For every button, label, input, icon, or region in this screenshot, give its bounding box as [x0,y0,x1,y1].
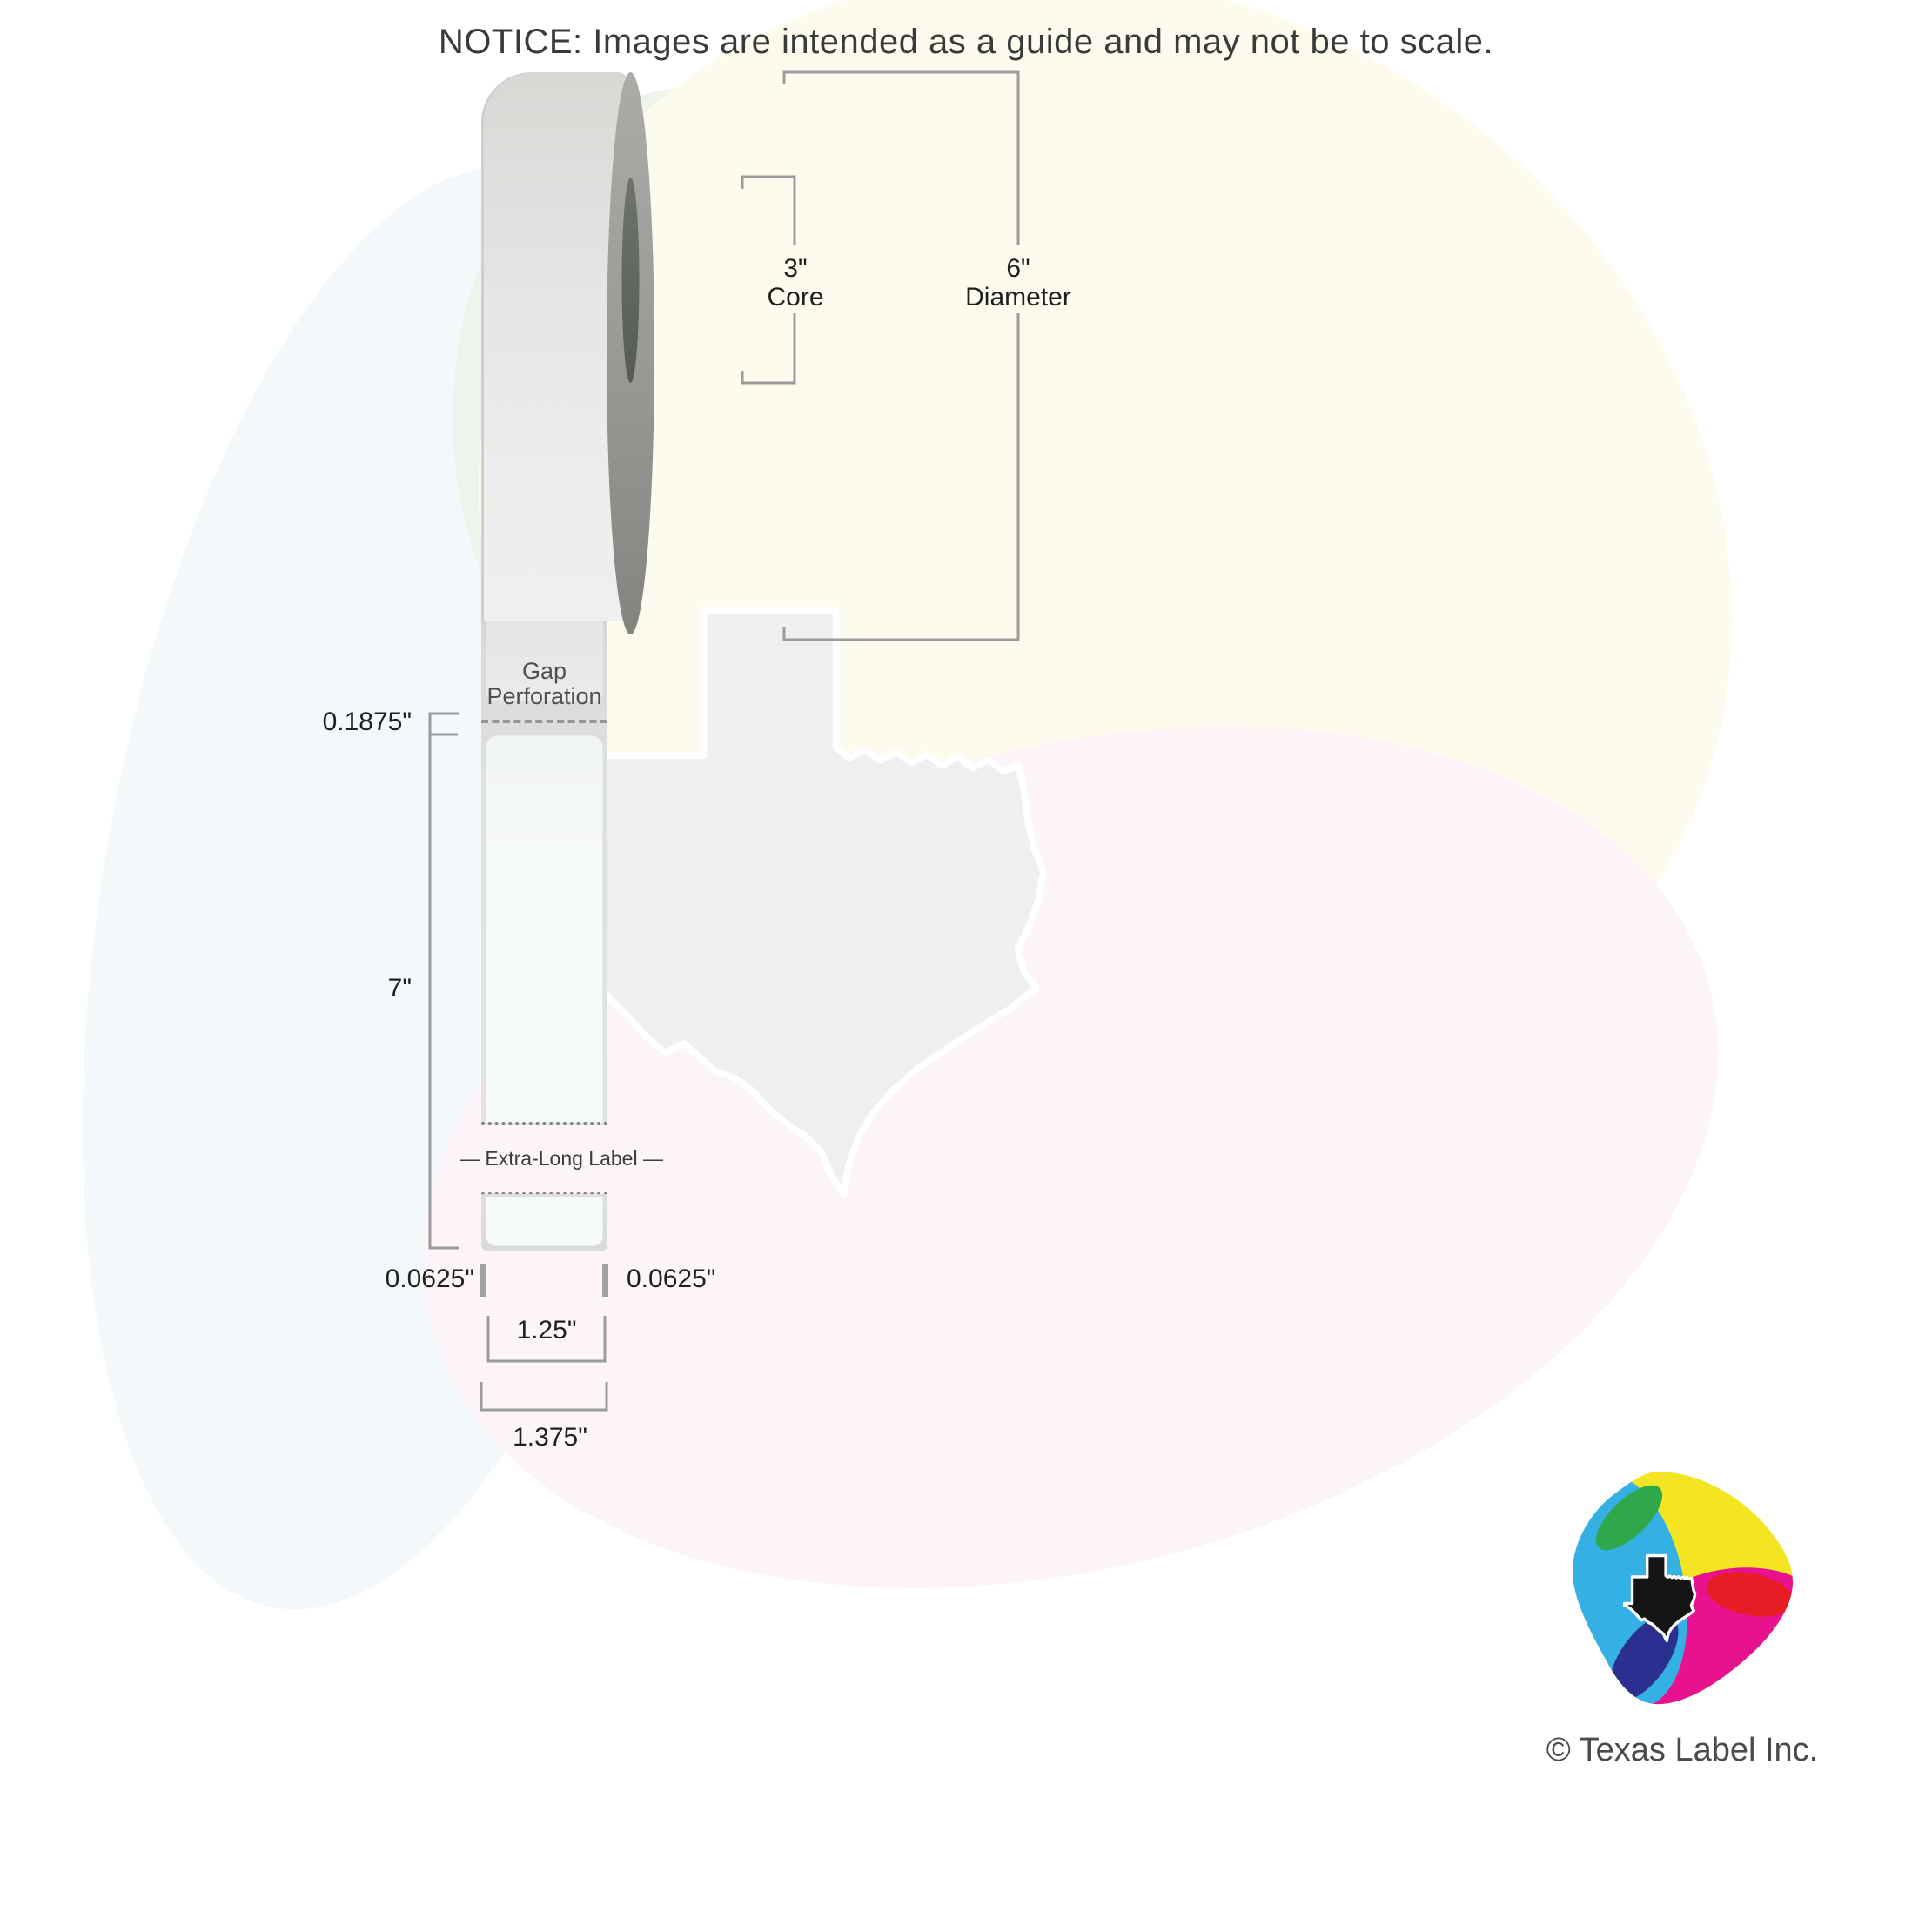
gap-perforation-label: Gap Perforation [481,659,607,709]
left-margin-dimension: 0.0625" [385,1265,474,1293]
logo-green-overlap [1595,1485,1663,1551]
right-margin-dimension: 0.0625" [627,1265,716,1293]
gap-label-line2: Perforation [486,683,602,709]
extra-long-label-text: — Extra-Long Label — [460,1147,663,1170]
label-front [486,735,603,1124]
gap-dimension: 0.1875" [322,708,412,736]
label-roll-icon [481,72,631,621]
core-label: Core [767,283,824,312]
label-break-top-edge [481,1122,607,1125]
diameter-label: Diameter [965,283,1071,312]
gap-label-line1: Gap [521,658,567,684]
logo-texas-icon [1622,1553,1697,1643]
core-dimension: 3" Core [717,254,874,312]
roll-end-face-icon [607,72,654,634]
core-value: 3" [783,254,808,283]
copyright-text: © Texas Label Inc. [1546,1732,1819,1768]
logo-navy-overlap [1609,1614,1679,1701]
diameter-value: 6" [1006,254,1030,283]
roll-core-hole-icon [621,178,640,383]
liner-width-dimension: 1.375" [513,1423,587,1452]
logo-red-overlap [1706,1572,1793,1617]
liner-strip-bottom [481,1194,607,1251]
diameter-dimension: 6" Diameter [940,254,1097,312]
label-bottom [486,1197,603,1246]
company-logo [1572,1472,1793,1705]
notice-text: NOTICE: Images are intended as a guide a… [438,23,1494,61]
perforation-dashed-line [481,720,607,723]
texas-watermark-icon [538,607,1047,1198]
label-length-dimension: 7" [387,974,412,1003]
label-above-gap [486,607,603,701]
label-width-dimension: 1.25" [516,1316,577,1345]
